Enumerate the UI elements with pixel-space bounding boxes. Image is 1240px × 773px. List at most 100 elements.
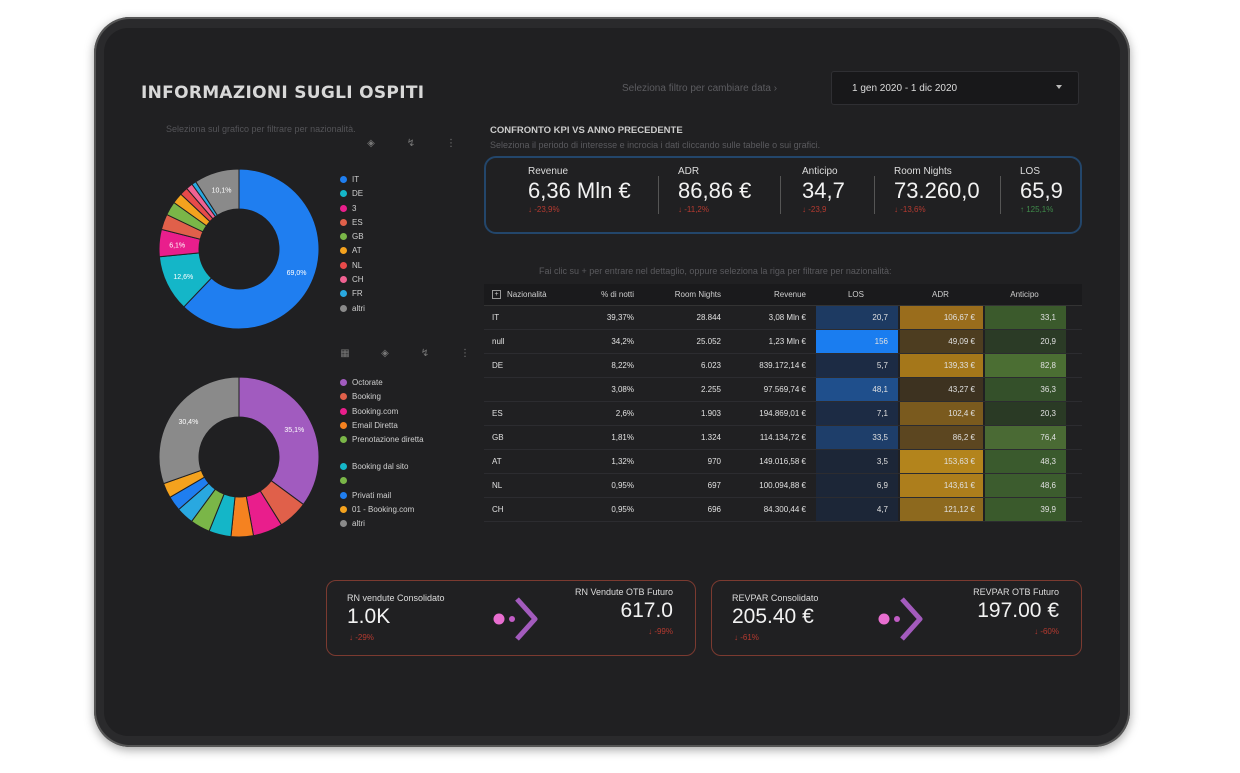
cell-nationality: DE: [492, 361, 504, 370]
table-row[interactable]: DE 8,22% 6.023 839.172,14 € 5,7 139,33 €82,8: [484, 354, 1082, 378]
table-row[interactable]: ES 2,6% 1.903 194.869,01 € 7,1 102,4 €20,3: [484, 402, 1082, 426]
rn-otb-label: RN Vendute OTB Futuro: [574, 587, 673, 597]
legend-item[interactable]: CH: [340, 275, 365, 289]
date-range-select[interactable]: 1 gen 2020 - 1 dic 2020: [831, 71, 1079, 105]
kpi-los[interactable]: LOS 65,9 ↑ 125,1%: [1020, 166, 1063, 214]
legend-label: IT: [352, 175, 360, 184]
legend-swatch: [340, 407, 347, 415]
legend-item[interactable]: Booking dal sito: [340, 462, 424, 476]
legend-item[interactable]: DE: [340, 189, 365, 203]
cell-anticipo: 20,3: [983, 402, 1066, 425]
kpi-divider: [874, 176, 875, 214]
kpi-divider: [658, 176, 659, 214]
table-row[interactable]: null 34,2% 25.052 1,23 Mln € 156 49,09 €20,9: [484, 330, 1082, 354]
cell-nationality: GB: [492, 433, 504, 442]
table-row[interactable]: IT 39,37% 28.844 3,08 Mln € 20,7 106,67 €33,1: [484, 306, 1082, 330]
table-row[interactable]: 3,08% 2.255 97.569,74 € 48,1 43,27 €36,3: [484, 378, 1082, 402]
legend-item[interactable]: Octorate: [340, 378, 424, 392]
filter-icon[interactable]: ◈: [381, 348, 389, 359]
more-vertical-icon[interactable]: ⋮: [446, 138, 456, 149]
table-hint: Fai clic su + per entrare nel dettaglio,…: [539, 266, 892, 276]
legend-item[interactable]: NL: [340, 261, 365, 275]
cell-los: 3,5: [814, 450, 898, 473]
legend-item[interactable]: IT: [340, 175, 365, 189]
legend-item[interactable]: altri: [340, 304, 365, 318]
legend-item[interactable]: Booking.com: [340, 407, 424, 421]
cell-room-nights: 970: [707, 457, 721, 466]
filter-icon[interactable]: ◈: [367, 138, 375, 149]
legend-item[interactable]: Email Diretta: [340, 421, 424, 435]
legend-swatch: [340, 276, 347, 284]
kpi-revenue[interactable]: Revenue 6,36 Mln € ↓ -23,9%: [528, 166, 631, 214]
cell-anticipo: 36,3: [983, 378, 1066, 401]
expand-all-icon[interactable]: +: [492, 290, 501, 299]
legend-swatch: [340, 290, 347, 298]
donut-slice[interactable]: [195, 168, 240, 217]
legend-item[interactable]: Prenotazione diretta: [340, 435, 424, 462]
kpi-anticipo[interactable]: Anticipo 34,7 ↓ -23,9: [802, 166, 845, 214]
kpi-value: 34,7: [802, 178, 845, 203]
table-row[interactable]: GB 1,81% 1.324 114.134,72 € 33,5 86,2 €76,4: [484, 426, 1082, 450]
cell-adr: 139,33 €: [898, 354, 983, 377]
kpi-room-nights[interactable]: Room Nights 73.260,0 ↓ -13,6%: [894, 166, 980, 214]
legend-item[interactable]: ES: [340, 218, 365, 232]
kpi-panel: [484, 156, 1082, 234]
cell-percent-nights: 0,95%: [611, 505, 634, 514]
cell-nationality: AT: [492, 457, 502, 466]
legend-item[interactable]: altri: [340, 519, 424, 533]
legend-item[interactable]: 3: [340, 204, 365, 218]
cell-anticipo: 48,3: [983, 450, 1066, 473]
chart1-toolbar: ◈ ↯ ⋮: [366, 138, 456, 149]
legend-item[interactable]: FR: [340, 289, 365, 303]
lightning-icon[interactable]: ↯: [406, 138, 416, 149]
kpi-divider: [1000, 176, 1001, 214]
rn-otb-value: 617.0: [620, 599, 673, 622]
table-row[interactable]: AT 1,32% 970 149.016,58 € 3,5 153,63 €48,3: [484, 450, 1082, 474]
revpar-otb-label: REVPAR OTB Futuro: [973, 587, 1059, 597]
legend-item[interactable]: AT: [340, 246, 365, 260]
slice-label: 10,1%: [212, 188, 232, 195]
kpi-adr[interactable]: ADR 86,86 € ↓ -11,2%: [678, 166, 751, 214]
legend-item[interactable]: Privati mail: [340, 491, 424, 505]
legend-label: Prenotazione diretta: [352, 435, 424, 445]
cell-revenue: 114.134,72 €: [759, 433, 806, 442]
table-icon[interactable]: ▦: [340, 348, 350, 359]
legend-item[interactable]: Booking: [340, 392, 424, 406]
revpar-otb-change: ↓ -60%: [1034, 627, 1059, 636]
table-row[interactable]: CH 0,95% 696 84.300,44 € 4,7 121,12 €39,9: [484, 498, 1082, 522]
col-header-los[interactable]: LOS: [847, 290, 864, 299]
col-header-adr[interactable]: ADR: [932, 290, 949, 299]
cell-anticipo: 39,9: [983, 498, 1066, 521]
more-vertical-icon[interactable]: ⋮: [460, 348, 470, 359]
col-header-anticipo[interactable]: Anticipo: [1010, 290, 1039, 299]
lightning-icon[interactable]: ↯: [420, 348, 430, 359]
cell-nationality: [484, 378, 564, 401]
donut-slice[interactable]: [238, 376, 320, 506]
col-header-nationality[interactable]: + Nazionalità: [484, 284, 564, 305]
channel-donut-chart[interactable]: 35,1% 30,4%: [156, 374, 322, 540]
kpi-change: ↓ -11,2%: [678, 205, 709, 214]
table-row[interactable]: NL 0,95% 697 100.094,88 € 6,9 143,61 €48,6: [484, 474, 1082, 498]
cell-nationality: IT: [492, 313, 500, 322]
slice-label: 30,4%: [178, 419, 198, 426]
cell-percent-nights: 8,22%: [611, 361, 634, 370]
legend-item[interactable]: GB: [340, 232, 365, 246]
donut-slice[interactable]: [183, 168, 320, 330]
cell-los: 4,7: [814, 498, 898, 521]
col-header-revenue[interactable]: Revenue: [773, 290, 806, 299]
cell-revenue: 3,08 Mln €: [768, 313, 806, 322]
donut-slice[interactable]: [158, 376, 240, 485]
legend-label: AT: [352, 246, 362, 256]
cell-los: 33,5: [814, 426, 898, 449]
col-header-percent-nights[interactable]: % di notti: [601, 290, 634, 299]
chart2-toolbar: ▦ ◈ ↯ ⋮: [340, 348, 470, 359]
col-header-room-nights[interactable]: Room Nights: [674, 290, 721, 299]
legend-item[interactable]: 01 - Booking.com: [340, 505, 424, 519]
nationality-donut-chart[interactable]: 69,0% 12,6% 6,1% 10,1%: [156, 166, 322, 332]
legend-item[interactable]: [340, 476, 424, 490]
legend-swatch: [340, 176, 347, 183]
cell-nationality: ES: [492, 409, 503, 418]
revpar-otb-value: 197.00 €: [977, 599, 1059, 622]
channel-legend: Octorate Booking Booking.com Email Diretta P…: [340, 378, 424, 534]
cell-adr: 106,67 €: [898, 306, 983, 329]
